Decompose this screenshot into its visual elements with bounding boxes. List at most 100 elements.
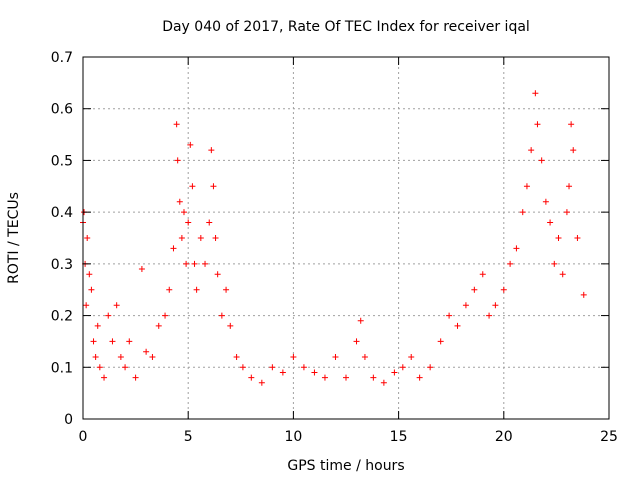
data-point (534, 121, 541, 128)
data-point (183, 260, 190, 267)
data-point (173, 121, 180, 128)
data-point (176, 198, 183, 205)
data-point (90, 338, 97, 345)
data-point (109, 338, 116, 345)
data-point (479, 271, 486, 278)
x-tick-label: 25 (600, 429, 618, 445)
tick-labels: 0 5 10 15 20 25 0 0.1 0.2 0.3 0.4 0.5 0.6 0.7 (51, 50, 618, 445)
data-point (197, 235, 204, 241)
axis-ticks (82, 56, 610, 420)
data-point (427, 364, 434, 371)
data-points (80, 90, 587, 386)
data-point (380, 379, 387, 386)
data-point (223, 286, 230, 293)
data-point (94, 322, 101, 329)
data-point (437, 338, 444, 345)
data-point (132, 374, 139, 381)
y-axis-label: ROTI / TECUs (6, 192, 22, 284)
data-point (279, 369, 286, 376)
data-point (311, 369, 318, 376)
data-point (462, 302, 469, 309)
data-point (185, 219, 192, 226)
data-point (580, 291, 587, 298)
data-point (122, 364, 129, 371)
data-point (357, 317, 364, 324)
data-point (83, 302, 90, 309)
data-point (486, 312, 493, 319)
data-point (370, 374, 377, 381)
data-point (574, 235, 581, 241)
y-tick-label: 0.6 (51, 102, 73, 118)
x-tick-label: 5 (184, 429, 193, 445)
data-point (408, 353, 415, 360)
data-point (101, 374, 108, 381)
data-point (343, 374, 349, 381)
data-point (547, 219, 554, 226)
data-point (361, 353, 368, 360)
data-point (399, 364, 406, 371)
data-point (239, 364, 246, 371)
data-point (227, 322, 234, 329)
x-tick-label: 10 (284, 429, 302, 445)
y-tick-label: 0.2 (51, 309, 73, 325)
data-point (105, 312, 112, 319)
data-point (162, 312, 169, 319)
data-point (166, 286, 173, 293)
data-point (471, 286, 478, 293)
data-point (212, 235, 219, 241)
y-tick-label: 0.3 (51, 257, 73, 273)
data-point (538, 157, 545, 164)
data-point (149, 353, 156, 360)
data-point (143, 348, 150, 355)
x-tick-label: 15 (390, 429, 408, 445)
data-point (206, 219, 213, 226)
data-point (84, 235, 91, 241)
data-point (566, 183, 573, 190)
data-point (258, 379, 265, 386)
data-point (210, 183, 217, 190)
data-point (523, 183, 530, 190)
data-point (391, 369, 398, 376)
data-point (551, 260, 558, 267)
data-point (528, 147, 535, 154)
data-point (202, 260, 209, 267)
plot-frame (82, 56, 610, 420)
data-point (332, 353, 339, 360)
data-point (532, 90, 539, 97)
y-tick-label: 0.1 (51, 360, 73, 376)
chart-title: Day 040 of 2017, Rate Of TEC Index for r… (162, 19, 530, 35)
data-point (500, 286, 507, 293)
data-point (353, 338, 360, 345)
y-tick-label: 0.4 (51, 205, 73, 221)
data-point (113, 302, 120, 309)
data-point (170, 245, 177, 252)
y-tick-label: 0 (64, 412, 73, 428)
data-point (542, 198, 549, 205)
data-point (92, 353, 99, 360)
data-point (189, 183, 196, 190)
data-point (563, 209, 570, 216)
data-point (187, 141, 194, 148)
data-point (174, 157, 181, 164)
data-point (180, 209, 187, 216)
data-point (86, 271, 93, 278)
x-axis-label: GPS time / hours (287, 458, 404, 474)
data-point (126, 338, 133, 345)
data-point (519, 209, 526, 216)
data-point (454, 322, 461, 329)
data-point (559, 271, 566, 278)
data-point (155, 322, 162, 329)
data-point (233, 353, 240, 360)
data-point (507, 260, 514, 267)
data-point (214, 271, 221, 278)
data-point (138, 266, 145, 273)
data-point (193, 286, 200, 293)
y-tick-label: 0.5 (51, 153, 73, 169)
data-point (321, 374, 328, 381)
data-point (191, 260, 198, 267)
data-point (178, 235, 185, 241)
data-point (218, 312, 225, 319)
data-point (208, 147, 215, 154)
